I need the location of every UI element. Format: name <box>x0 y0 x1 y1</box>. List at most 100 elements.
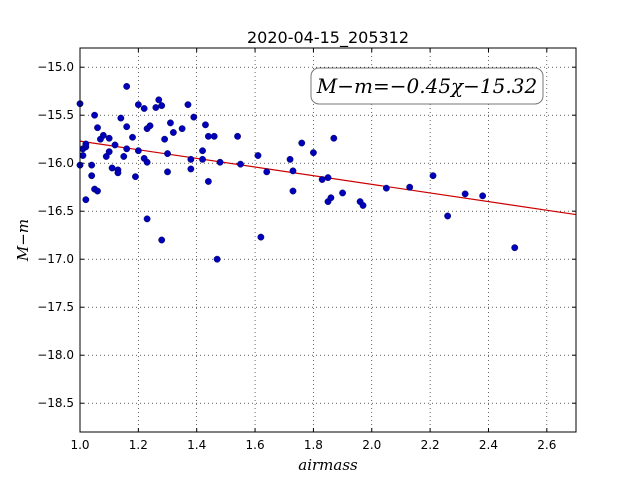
x-axis-label: airmass <box>298 456 358 474</box>
y-tick-label: −16.0 <box>37 156 74 170</box>
data-point <box>94 124 101 132</box>
data-point <box>167 119 174 127</box>
y-tick-label: −17.0 <box>37 252 74 266</box>
data-point <box>263 168 271 176</box>
y-tick-label: −17.5 <box>37 300 74 314</box>
data-point <box>155 96 163 104</box>
data-point <box>132 173 139 181</box>
data-point <box>82 196 90 204</box>
x-tick-label: 1.4 <box>187 438 206 452</box>
y-tick-label: −15.0 <box>37 60 74 74</box>
data-point <box>134 147 142 155</box>
data-point <box>123 83 131 90</box>
x-tick-label: 1.6 <box>246 438 265 452</box>
data-point <box>511 244 519 252</box>
data-point <box>129 133 136 141</box>
data-point <box>158 102 166 110</box>
data-points <box>76 83 519 263</box>
x-tick-label: 1.8 <box>304 438 323 452</box>
data-point <box>117 114 125 122</box>
data-point <box>140 105 148 112</box>
data-point <box>254 152 262 159</box>
data-point <box>143 158 151 166</box>
data-point <box>289 167 297 175</box>
data-point <box>161 135 169 143</box>
data-point <box>158 236 166 244</box>
data-point <box>318 176 326 183</box>
y-tick-label: −18.0 <box>37 348 74 362</box>
data-point <box>289 187 297 195</box>
y-tick-label: −18.5 <box>37 396 74 410</box>
data-point <box>429 172 437 180</box>
data-point <box>105 148 113 156</box>
data-point <box>187 165 195 173</box>
data-point <box>298 139 306 147</box>
data-point <box>444 212 452 220</box>
annotation-text: M−m=−0.45χ−15.32 <box>316 74 537 98</box>
data-point <box>479 192 487 200</box>
data-point <box>190 113 198 121</box>
data-point <box>79 152 87 159</box>
data-point <box>406 183 414 191</box>
data-point <box>213 255 221 263</box>
data-point <box>88 172 96 180</box>
data-point <box>105 134 113 142</box>
y-tick-label: −16.5 <box>37 204 74 218</box>
data-point <box>202 121 209 129</box>
annotation-box <box>310 67 544 105</box>
data-point <box>199 147 206 155</box>
data-point <box>382 184 390 192</box>
data-point <box>187 155 195 163</box>
data-point <box>339 189 346 197</box>
data-point <box>94 187 101 195</box>
grid <box>79 48 576 432</box>
y-tick-label: −15.5 <box>37 108 74 122</box>
data-point <box>330 134 338 142</box>
data-point <box>114 169 122 177</box>
x-tick-labels: 1.0 1.2 1.4 1.6 1.8 2.0 2.2 2.4 2.6 <box>70 438 556 452</box>
plot-area-frame <box>79 47 577 433</box>
data-point <box>324 174 332 182</box>
data-point <box>461 190 469 198</box>
data-point <box>99 131 107 139</box>
data-point <box>143 215 151 223</box>
data-point <box>123 145 131 153</box>
data-point <box>234 132 241 140</box>
data-point <box>91 111 98 119</box>
data-point <box>204 178 212 185</box>
x-tick-label: 2.0 <box>362 438 381 452</box>
x-tick-label: 2.6 <box>537 438 556 452</box>
data-point <box>82 140 90 148</box>
x-tick-label: 1.0 <box>70 438 89 452</box>
data-point <box>310 149 317 157</box>
x-tick-label: 2.4 <box>479 438 498 452</box>
data-point <box>210 132 218 140</box>
y-tick-labels: −15.0 −15.5 −16.0 −16.5 −17.0 −17.5 −18.0 −18.5 <box>37 60 74 410</box>
data-point <box>88 161 96 169</box>
x-tick-label: 1.2 <box>129 438 148 452</box>
data-point <box>164 168 171 176</box>
data-point <box>123 123 131 131</box>
y-axis-label: M−m <box>14 219 32 262</box>
data-point <box>108 164 116 172</box>
data-point <box>286 155 294 163</box>
data-point <box>184 101 192 109</box>
data-point <box>204 132 212 140</box>
data-point <box>152 104 160 111</box>
data-point <box>199 155 206 163</box>
data-point <box>146 122 154 130</box>
data-point <box>111 141 119 149</box>
data-point <box>169 129 177 136</box>
data-point <box>257 233 265 241</box>
fit-annotation: M−m=−0.45χ−15.32 <box>310 67 544 105</box>
data-point <box>120 153 128 160</box>
data-point <box>134 101 142 109</box>
data-point <box>359 202 367 209</box>
data-point <box>216 158 224 166</box>
x-tick-label: 2.2 <box>421 438 440 452</box>
axis-ticks <box>79 48 576 432</box>
data-point <box>178 125 186 133</box>
data-point <box>164 150 171 158</box>
chart-title: 2020-04-15_205312 <box>247 28 409 48</box>
